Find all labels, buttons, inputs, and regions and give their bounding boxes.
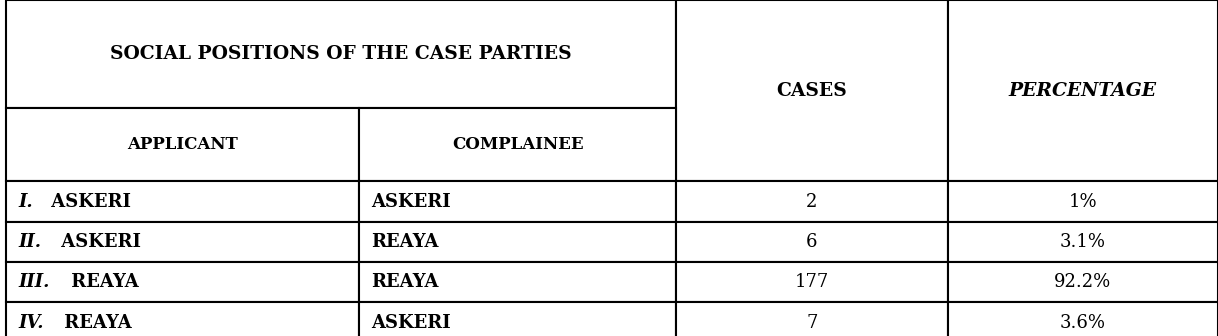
Text: 6: 6 [806, 233, 817, 251]
Bar [6, 108, 359, 181]
Bar [948, 0, 1218, 181]
Text: REAYA: REAYA [65, 273, 139, 291]
Bar [6, 181, 359, 222]
Text: PERCENTAGE: PERCENTAGE [1009, 82, 1157, 100]
Text: IV.: IV. [18, 313, 44, 332]
Text: III.: III. [18, 273, 50, 291]
Text: 3.1%: 3.1% [1060, 233, 1106, 251]
Text: CASES: CASES [776, 82, 848, 100]
Text: REAYA: REAYA [58, 313, 133, 332]
Bar [948, 181, 1218, 222]
Bar [359, 262, 676, 302]
Bar [948, 302, 1218, 336]
Bar [6, 0, 676, 108]
Text: 2: 2 [806, 193, 817, 211]
Text: ASKERI: ASKERI [371, 313, 451, 332]
Bar [676, 302, 948, 336]
Bar [359, 108, 676, 181]
Text: 3.6%: 3.6% [1060, 313, 1106, 332]
Text: I.: I. [18, 193, 33, 211]
Text: ASKERI: ASKERI [371, 193, 451, 211]
Text: COMPLAINEE: COMPLAINEE [452, 136, 583, 153]
Bar [359, 302, 676, 336]
Bar [359, 222, 676, 262]
Bar [676, 181, 948, 222]
Bar [359, 181, 676, 222]
Text: 1%: 1% [1068, 193, 1097, 211]
Text: 92.2%: 92.2% [1054, 273, 1112, 291]
Text: SOCIAL POSITIONS OF THE CASE PARTIES: SOCIAL POSITIONS OF THE CASE PARTIES [110, 45, 572, 63]
Text: 177: 177 [794, 273, 829, 291]
Text: APPLICANT: APPLICANT [128, 136, 238, 153]
Text: II.: II. [18, 233, 41, 251]
Bar [676, 262, 948, 302]
Text: 7: 7 [806, 313, 817, 332]
Text: ASKERI: ASKERI [45, 193, 132, 211]
Text: ASKERI: ASKERI [55, 233, 141, 251]
Bar [676, 0, 948, 181]
Bar [676, 222, 948, 262]
Text: REAYA: REAYA [371, 233, 438, 251]
Text: REAYA: REAYA [371, 273, 438, 291]
Bar [6, 302, 359, 336]
Bar [948, 262, 1218, 302]
Bar [6, 262, 359, 302]
Bar [6, 222, 359, 262]
Bar [948, 222, 1218, 262]
